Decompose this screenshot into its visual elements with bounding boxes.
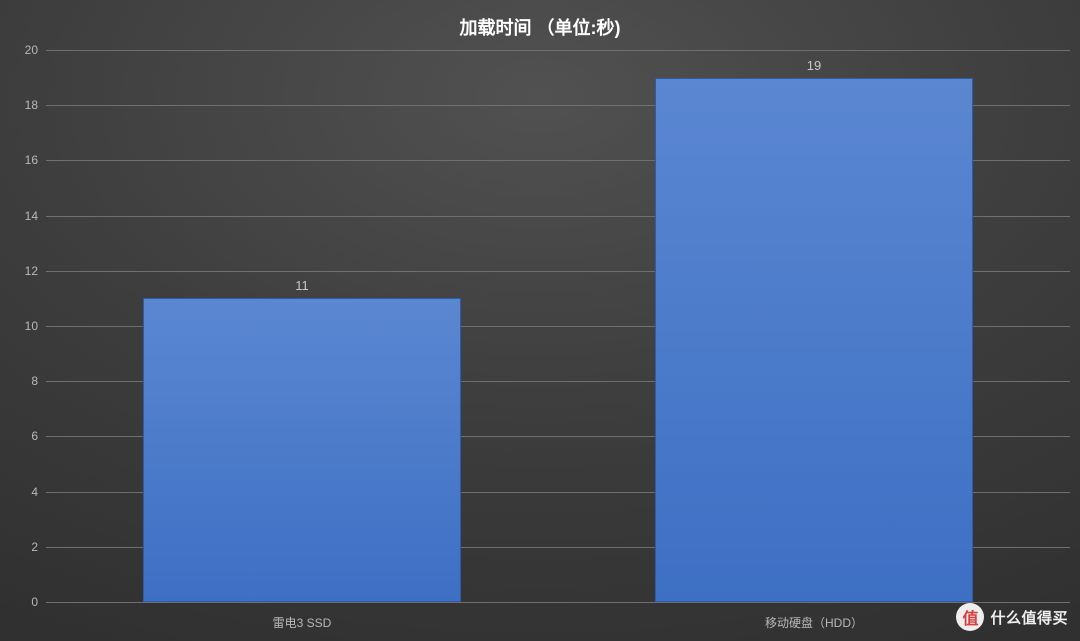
y-tick-label: 10	[10, 319, 38, 333]
y-tick-label: 4	[10, 485, 38, 499]
bar: 19	[655, 78, 972, 602]
y-tick-label: 0	[10, 595, 38, 609]
bar-data-label: 19	[655, 58, 972, 73]
bar-fill	[143, 298, 460, 602]
gridline	[46, 602, 1070, 603]
plot-area: 0246810121416182011雷电3 SSD19移动硬盘（HDD）	[46, 50, 1070, 602]
chart-title: 加载时间 （单位:秒)	[0, 14, 1080, 40]
y-tick-label: 6	[10, 429, 38, 443]
y-tick-label: 12	[10, 264, 38, 278]
y-tick-label: 14	[10, 209, 38, 223]
bar-data-label: 11	[143, 278, 460, 293]
y-tick-label: 16	[10, 153, 38, 167]
x-tick-label: 移动硬盘（HDD）	[765, 614, 863, 631]
y-tick-label: 18	[10, 98, 38, 112]
x-tick-label: 雷电3 SSD	[273, 614, 332, 631]
watermark-text: 什么值得买	[990, 607, 1068, 628]
y-tick-label: 2	[10, 540, 38, 554]
bar-chart: 加载时间 （单位:秒) 0246810121416182011雷电3 SSD19…	[0, 0, 1080, 641]
y-tick-label: 8	[10, 374, 38, 388]
bar: 11	[143, 298, 460, 602]
gridline	[46, 50, 1070, 51]
watermark: 值 什么值得买	[956, 603, 1068, 631]
watermark-badge-icon: 值	[956, 603, 984, 631]
y-tick-label: 20	[10, 43, 38, 57]
bar-fill	[655, 78, 972, 602]
